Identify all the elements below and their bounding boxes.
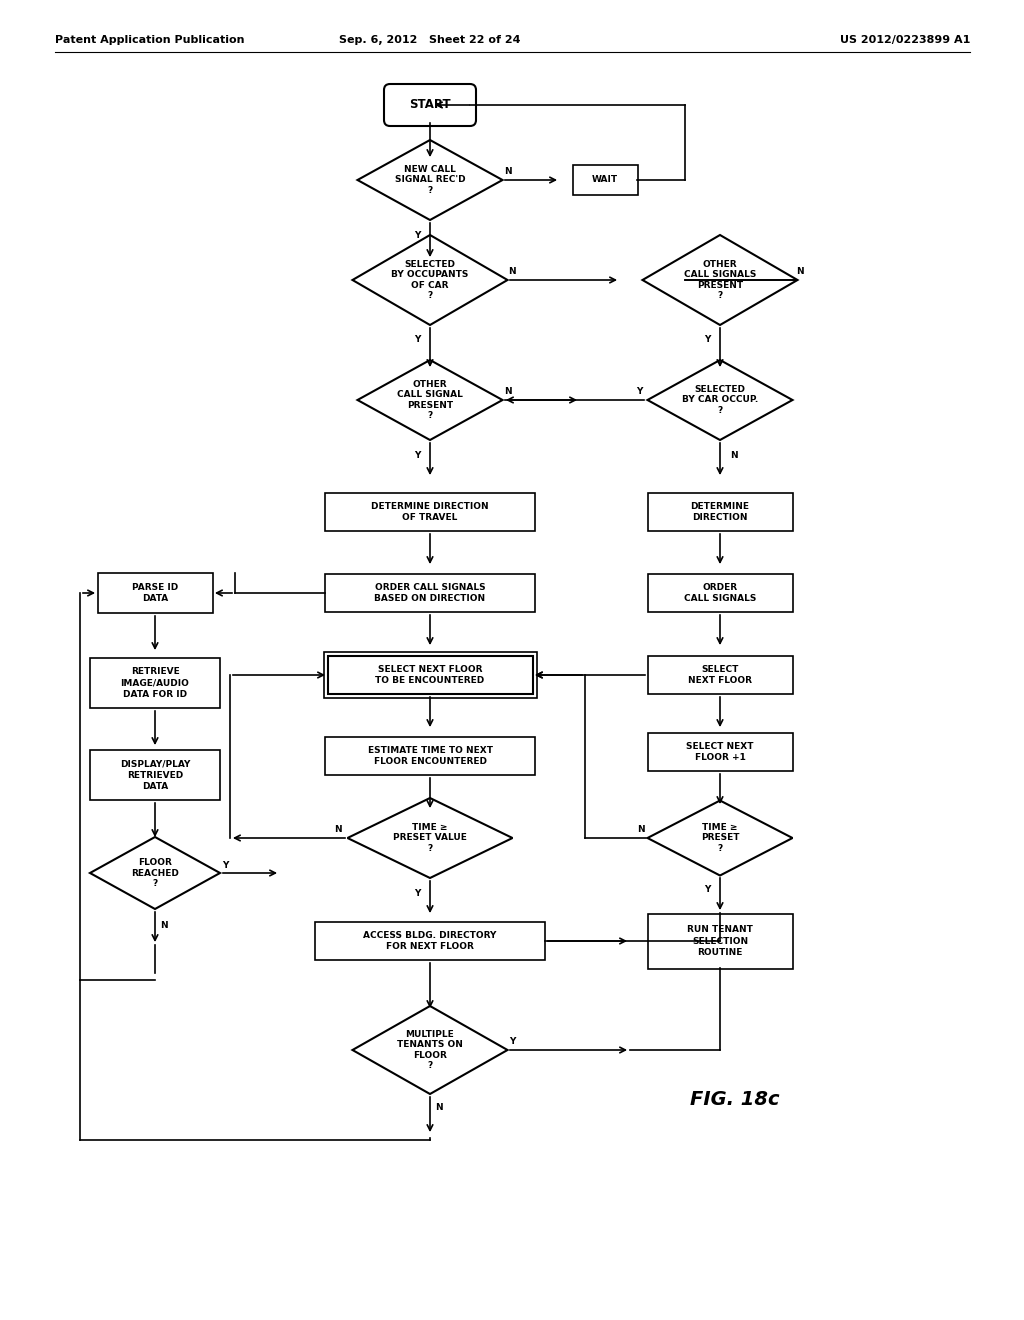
Text: Y: Y (222, 861, 228, 870)
Text: Patent Application Publication: Patent Application Publication (55, 36, 245, 45)
Text: N: N (435, 1104, 442, 1113)
Text: SELECTED
BY OCCUPANTS
OF CAR
?: SELECTED BY OCCUPANTS OF CAR ? (391, 260, 469, 300)
Text: MULTIPLE
TENANTS ON
FLOOR
?: MULTIPLE TENANTS ON FLOOR ? (397, 1030, 463, 1071)
Text: Y: Y (414, 888, 420, 898)
Text: NEW CALL
SIGNAL REC'D
?: NEW CALL SIGNAL REC'D ? (394, 165, 465, 195)
Text: US 2012/0223899 A1: US 2012/0223899 A1 (840, 36, 970, 45)
Bar (647, 733, 793, 771)
Text: N: N (508, 268, 516, 276)
Text: PARSE ID
DATA: PARSE ID DATA (132, 583, 178, 603)
Bar (97, 573, 213, 612)
Text: N: N (160, 920, 168, 929)
Text: SELECT
NEXT FLOOR: SELECT NEXT FLOOR (688, 665, 752, 685)
Text: ORDER
CALL SIGNALS: ORDER CALL SIGNALS (684, 583, 756, 603)
Text: DETERMINE DIRECTION
OF TRAVEL: DETERMINE DIRECTION OF TRAVEL (371, 502, 488, 521)
Text: SELECT NEXT
FLOOR +1: SELECT NEXT FLOOR +1 (686, 742, 754, 762)
Text: Sep. 6, 2012   Sheet 22 of 24: Sep. 6, 2012 Sheet 22 of 24 (339, 36, 521, 45)
Text: FIG. 18c: FIG. 18c (690, 1090, 779, 1109)
Text: ACCESS BLDG. DIRECTORY
FOR NEXT FLOOR: ACCESS BLDG. DIRECTORY FOR NEXT FLOOR (364, 931, 497, 950)
Text: Y: Y (636, 388, 642, 396)
Text: DISPLAY/PLAY
RETRIEVED
DATA: DISPLAY/PLAY RETRIEVED DATA (120, 759, 190, 791)
Text: FLOOR
REACHED
?: FLOOR REACHED ? (131, 858, 179, 888)
Text: WAIT: WAIT (592, 176, 618, 185)
Text: TIME ≥
PRESET VALUE
?: TIME ≥ PRESET VALUE ? (393, 824, 467, 853)
Text: Y: Y (414, 335, 420, 345)
Bar (325, 574, 535, 612)
Text: N: N (504, 168, 512, 177)
Text: RETRIEVE
IMAGE/AUDIO
DATA FOR ID: RETRIEVE IMAGE/AUDIO DATA FOR ID (121, 668, 189, 698)
Text: OTHER
CALL SIGNALS
PRESENT
?: OTHER CALL SIGNALS PRESENT ? (684, 260, 756, 300)
Text: Y: Y (414, 450, 420, 459)
Bar (647, 656, 793, 694)
Text: Y: Y (703, 886, 710, 895)
Text: SELECT NEXT FLOOR
TO BE ENCOUNTERED: SELECT NEXT FLOOR TO BE ENCOUNTERED (376, 665, 484, 685)
Text: N: N (637, 825, 645, 834)
Bar (315, 921, 545, 960)
Bar (572, 165, 638, 195)
Text: OTHER
CALL SIGNAL
PRESENT
?: OTHER CALL SIGNAL PRESENT ? (397, 380, 463, 420)
Bar (647, 492, 793, 531)
Text: SELECTED
BY CAR OCCUP.
?: SELECTED BY CAR OCCUP. ? (682, 385, 758, 414)
Bar (647, 913, 793, 969)
Text: N: N (797, 268, 804, 276)
Bar (90, 750, 220, 800)
Text: N: N (730, 450, 737, 459)
Bar (328, 656, 532, 694)
Bar (325, 492, 535, 531)
Text: Y: Y (509, 1038, 515, 1047)
Bar (324, 652, 537, 698)
Text: ESTIMATE TIME TO NEXT
FLOOR ENCOUNTERED: ESTIMATE TIME TO NEXT FLOOR ENCOUNTERED (368, 746, 493, 766)
Bar (647, 574, 793, 612)
Text: TIME ≥
PRESET
?: TIME ≥ PRESET ? (700, 824, 739, 853)
Text: RUN TENANT
SELECTION
ROUTINE: RUN TENANT SELECTION ROUTINE (687, 925, 753, 957)
Text: Y: Y (414, 231, 420, 239)
Text: START: START (410, 99, 451, 111)
Text: N: N (335, 825, 342, 834)
Text: N: N (504, 388, 512, 396)
Bar (90, 657, 220, 708)
Text: Y: Y (703, 335, 710, 345)
Text: DETERMINE
DIRECTION: DETERMINE DIRECTION (690, 502, 750, 521)
Bar (325, 737, 535, 775)
Text: ORDER CALL SIGNALS
BASED ON DIRECTION: ORDER CALL SIGNALS BASED ON DIRECTION (375, 583, 485, 603)
